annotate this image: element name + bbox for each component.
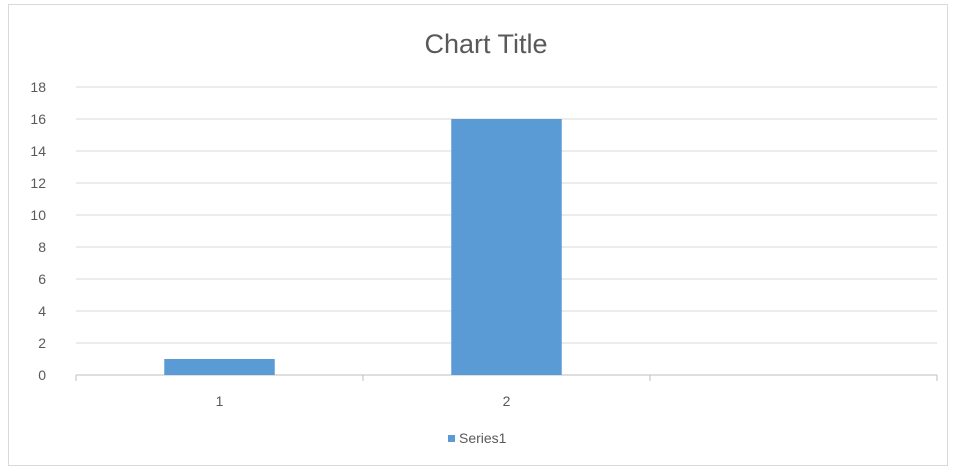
y-tick-label: 6: [38, 271, 46, 287]
y-tick-label: 8: [38, 239, 46, 255]
y-tick-label: 10: [30, 207, 46, 223]
x-tick-label: 1: [216, 393, 224, 409]
y-tick-label: 16: [30, 111, 46, 127]
y-tick-label: 12: [30, 175, 46, 191]
bars: [164, 119, 562, 375]
y-tick-label: 4: [38, 303, 46, 319]
legend-swatch: [448, 435, 455, 442]
y-tick-label: 14: [30, 143, 46, 159]
legend: Series1: [448, 430, 507, 446]
chart-title: Chart Title: [424, 29, 547, 59]
y-tick-label: 2: [38, 335, 46, 351]
chart-frame: Chart Title 0 2 4 6 8 10 12 14 16 18 1 2 Series1: [8, 4, 948, 466]
y-tick-label: 18: [30, 79, 46, 95]
y-tick-label: 0: [38, 367, 46, 383]
x-tick-label: 2: [503, 393, 511, 409]
legend-label: Series1: [459, 430, 507, 446]
bar: [451, 119, 562, 375]
bar: [164, 359, 275, 375]
